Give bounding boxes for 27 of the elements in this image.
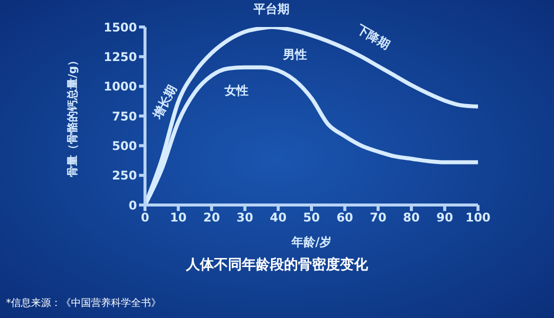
x-tick-label: 30	[236, 210, 254, 225]
x-tick-label: 60	[336, 210, 354, 225]
y-tick-label: 1250	[104, 50, 137, 64]
x-tick-label: 90	[436, 210, 454, 225]
text: *信息来源：《中国营养科学全书》	[6, 296, 161, 310]
annotation: 平台期	[252, 2, 290, 16]
annotation: 增长期	[150, 82, 180, 122]
x-tick-label: 80	[403, 210, 420, 225]
x-tick-label: 20	[203, 210, 220, 225]
y-tick-label: 1500	[104, 20, 137, 34]
y-tick-label: 500	[112, 138, 137, 153]
x-tick-label: 0	[140, 210, 150, 225]
x-tick-label: 70	[370, 210, 386, 225]
y-tick-label: 750	[112, 109, 137, 124]
text: 人体不同年龄段的骨密度变化	[184, 256, 369, 274]
annotation: 下降期	[353, 22, 393, 52]
x-tick-label: 10	[170, 210, 187, 225]
x-tick-label: 50	[303, 210, 320, 225]
y-tick-label: 250	[112, 168, 137, 183]
x-tick-label: 100	[465, 210, 491, 225]
y-axis-title: 骨量（骨骼的钙总量/g）	[66, 55, 79, 177]
x-tick-label: 40	[270, 210, 287, 225]
y-tick-label: 0	[128, 198, 137, 212]
x-axis-title: 年龄/岁	[290, 234, 333, 251]
series-label: 男性	[282, 48, 307, 62]
y-tick-label: 1000	[104, 80, 137, 94]
series-label: 女性	[223, 84, 248, 98]
